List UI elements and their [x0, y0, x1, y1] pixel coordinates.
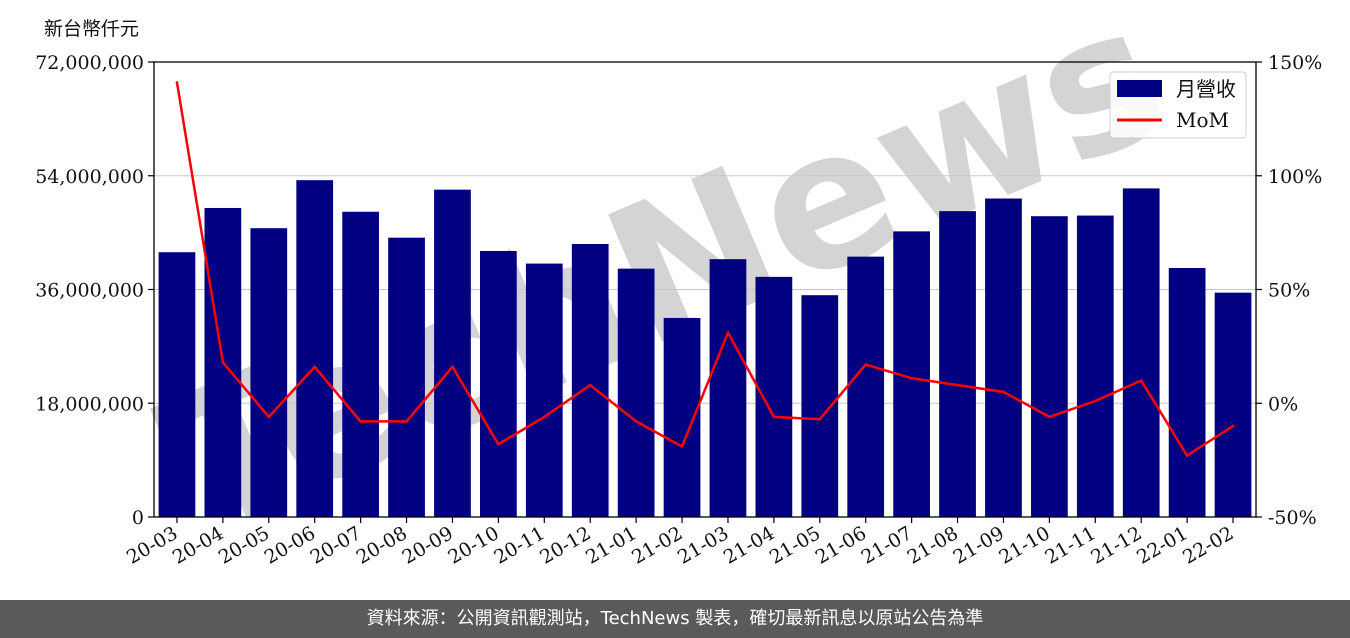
mom-point [680, 445, 684, 448]
x-tick-label: 21-08 [904, 522, 962, 568]
legend-label-revenue: 月營收 [1176, 77, 1236, 101]
bar [1214, 292, 1252, 517]
x-tick-label: 20-03 [123, 522, 181, 568]
left-tick-label: 0 [132, 507, 144, 529]
x-tick-label: 20-12 [536, 522, 594, 568]
mom-point [588, 383, 592, 387]
mom-point [175, 81, 179, 84]
left-tick-label: 72,000,000 [35, 52, 144, 74]
bar [1076, 215, 1114, 517]
bar [525, 263, 563, 517]
right-tick-label: 150% [1268, 52, 1322, 74]
mom-point [1093, 399, 1097, 403]
left-axis-unit-label: 新台幣仟元 [44, 18, 140, 40]
legend-swatch-revenue [1117, 80, 1162, 97]
x-tick-label: 21-01 [582, 522, 640, 568]
x-tick-label: 21-07 [858, 522, 916, 568]
bar [617, 268, 655, 517]
bar [939, 211, 976, 517]
right-tick-label: -50% [1268, 507, 1317, 529]
x-tick-label: 21-03 [674, 522, 732, 568]
bar [801, 295, 839, 517]
bar [296, 180, 334, 517]
x-tick-label: 21-10 [995, 522, 1053, 568]
mom-point [726, 331, 730, 335]
mom-point [1185, 454, 1189, 457]
mom-point [956, 383, 959, 387]
mom-point [451, 365, 454, 369]
source-footer: 資料來源：公開資訊觀測站，TechNews 製表，確切最新訊息以原站公告為準 [0, 600, 1350, 638]
legend: 月營收 MoM [1109, 71, 1247, 139]
mom-point [1139, 379, 1143, 382]
x-tick-label: 21-06 [812, 522, 870, 568]
mom-point [864, 363, 868, 366]
right-tick-label: 50% [1268, 280, 1310, 302]
mom-point [313, 365, 317, 369]
mom-point [1002, 390, 1005, 394]
left-tick-label: 18,000,000 [35, 393, 144, 415]
mom-point [818, 417, 822, 421]
mom-point [542, 415, 546, 419]
right-tick-label: 100% [1268, 166, 1322, 188]
bar [342, 211, 379, 518]
right-tick-label: 0% [1268, 393, 1298, 415]
bar [985, 198, 1022, 517]
mom-point [1048, 415, 1051, 419]
mom-point [221, 361, 225, 364]
bar [709, 259, 747, 517]
mom-point [267, 415, 271, 419]
bar [434, 189, 471, 517]
bar [571, 244, 609, 517]
bar [1168, 268, 1206, 517]
bar-series [158, 180, 1252, 518]
x-tick-label: 22-01 [1133, 522, 1191, 568]
legend-label-mom: MoM [1176, 108, 1229, 132]
mom-point [634, 420, 638, 423]
x-tick-label: 21-02 [628, 522, 686, 568]
x-tick-label: 20-10 [444, 522, 502, 568]
bar [1031, 216, 1068, 517]
x-tick-label: 20-09 [399, 522, 457, 568]
mom-point [359, 420, 362, 423]
mom-point [405, 420, 408, 423]
left-tick-label: 54,000,000 [35, 166, 144, 188]
x-tick-label: 21-04 [720, 522, 778, 568]
bar [158, 252, 196, 517]
left-tick-label: 36,000,000 [35, 280, 144, 302]
x-tick-label: 22-02 [1179, 522, 1237, 568]
bar [250, 228, 288, 517]
bar [388, 237, 425, 518]
right-axis: -50% 0% 50% 100% 150% [1256, 52, 1322, 529]
mom-line [175, 82, 1234, 457]
x-tick-label: 21-09 [950, 522, 1008, 568]
bar [480, 250, 517, 517]
bar [847, 256, 885, 517]
mom-point [1231, 424, 1235, 428]
bar [755, 276, 793, 517]
left-axis: 0 18,000,000 36,000,000 54,000,000 72,000,00… [35, 52, 154, 529]
mom-point [910, 376, 913, 380]
x-tick-label: 21-05 [766, 522, 824, 568]
mom-line-series [175, 81, 1235, 457]
x-tick-label: 21-11 [1041, 522, 1099, 568]
x-tick-label: 21-12 [1087, 522, 1145, 568]
mom-point [497, 442, 500, 446]
x-tick-label: 20-11 [490, 522, 548, 568]
bar [1122, 188, 1160, 517]
x-tick-label: 20-08 [353, 522, 411, 568]
revenue-chart: TechNews 018,000,00036,000,00054,000,000… [35, 0, 1322, 578]
mom-point [772, 415, 776, 419]
